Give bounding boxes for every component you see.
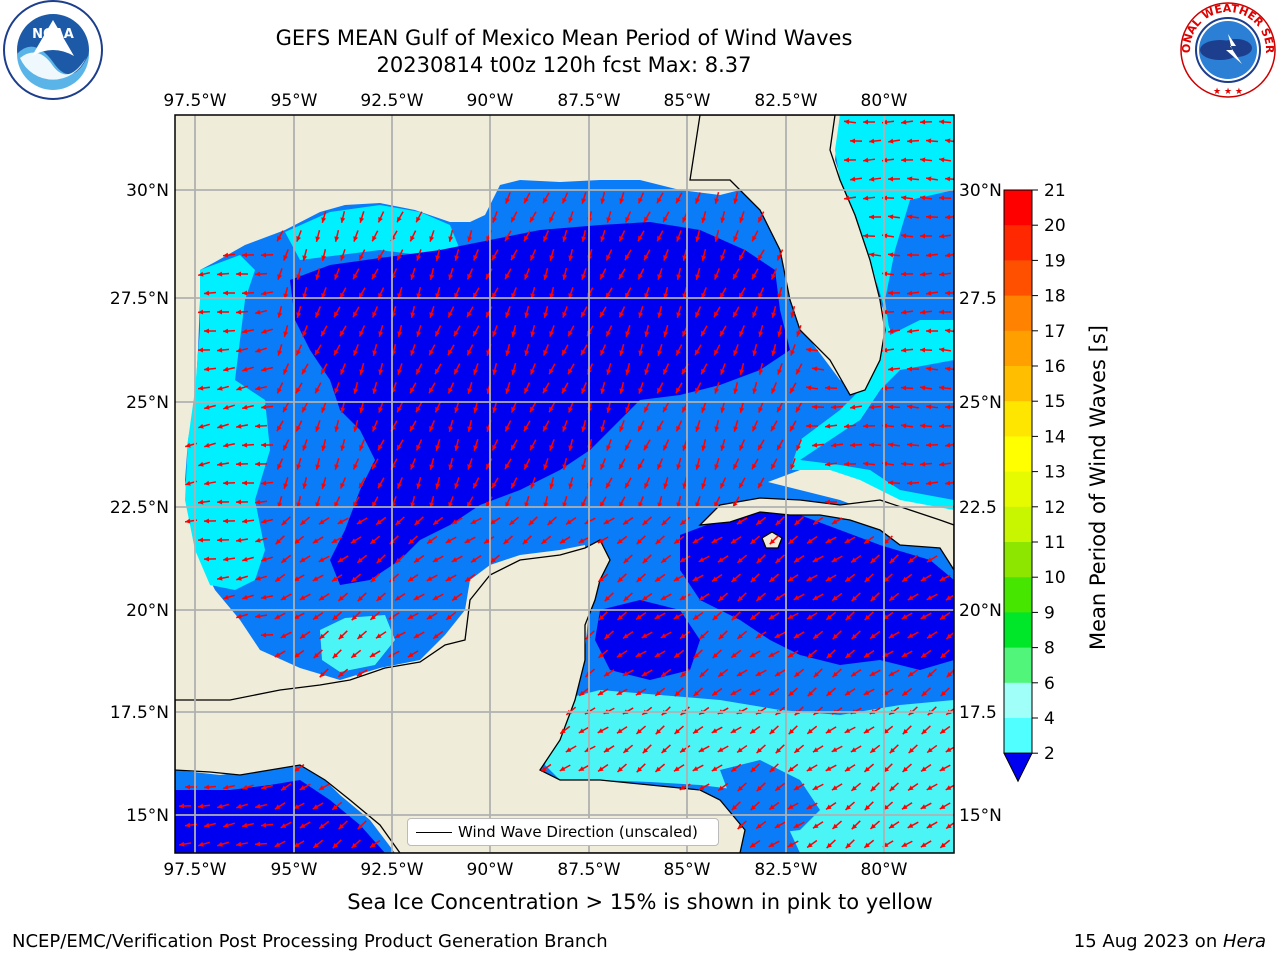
colorbar-tick: 11	[1044, 533, 1066, 553]
lat-tick-left: 15°N	[126, 806, 169, 826]
map-legend: Wind Wave Direction (unscaled)	[407, 818, 719, 846]
sea-ice-note: Sea Ice Concentration > 15% is shown in …	[0, 890, 1280, 914]
svg-text:★ ★ ★: ★ ★ ★	[1213, 87, 1243, 97]
lat-tick-left: 17.5°N	[110, 703, 169, 723]
cuba-land	[698, 497, 954, 572]
campeche-shallow	[320, 615, 395, 672]
sea-ice-note-text: Sea Ice Concentration > 15% is shown in …	[347, 890, 933, 914]
colorbar-tick: 18	[1044, 287, 1066, 307]
colorbar-segment	[1004, 190, 1032, 226]
footer-date: 15 Aug 2023 on Hera	[1074, 931, 1266, 952]
wind-wave-arrows	[178, 119, 954, 849]
noaa-logo-icon: NOAA	[3, 0, 103, 100]
colorbar-segment	[1004, 260, 1032, 297]
deep-interior	[290, 222, 790, 585]
colorbar-segment	[1004, 612, 1032, 649]
lat-tick-right: 20°N	[959, 601, 1002, 621]
lon-tick-top: 95°W	[271, 91, 318, 111]
lat-tick-right: 27.5	[959, 289, 997, 309]
map-gridlines	[175, 115, 954, 853]
lat-tick-left: 30°N	[126, 181, 169, 201]
colorbar: 21 20 19 18 17 16 15 14 13 12 11 10 9 8 6 4 2	[1003, 181, 1066, 783]
lat-tick-right: 30°N	[959, 181, 1002, 201]
lon-tick-bottom: 95°W	[271, 860, 318, 880]
colorbar-segment	[1004, 295, 1032, 332]
footer-date-text: 15 Aug 2023 on	[1073, 931, 1223, 952]
colorbar-segment	[1004, 718, 1032, 754]
lon-tick-bottom: 80°W	[861, 860, 908, 880]
lon-tick-top: 80°W	[861, 91, 908, 111]
colorbar-tick: 6	[1044, 674, 1055, 694]
footer-host: Hera	[1222, 931, 1266, 952]
legend-label: Wind Wave Direction (unscaled)	[458, 823, 698, 841]
colorbar-tick: 14	[1044, 427, 1066, 447]
colorbar-segment	[1004, 225, 1032, 261]
lon-tick-top: 82.5°W	[754, 91, 817, 111]
lat-tick-left: 25°N	[126, 393, 169, 413]
lon-tick-bottom: 97.5°W	[163, 860, 226, 880]
lon-tick-bottom: 85°W	[664, 860, 711, 880]
colorbar-segment	[1004, 577, 1032, 613]
chart-subtitle: 20230814 t00z 120h fcst Max: 8.37	[376, 53, 752, 77]
colorbar-segment	[1004, 506, 1032, 543]
colorbar-tick: 8	[1044, 639, 1055, 659]
colorbar-tick: 4	[1044, 709, 1055, 729]
florida-land	[689, 115, 886, 396]
colorbar-segment	[1004, 401, 1032, 437]
lat-tick-left: 22.5°N	[110, 498, 169, 518]
colorbar-segment	[1004, 471, 1032, 508]
colorbar-label: Mean Period of Wind Waves [s]	[1086, 325, 1110, 650]
lon-tick-top: 97.5°W	[163, 91, 226, 111]
shallow-rim-north	[285, 205, 460, 260]
lon-tick-top: 90°W	[467, 91, 514, 111]
caribbean-deep-2	[595, 600, 700, 680]
yucatan-land	[175, 539, 746, 853]
colorbar-tick: 17	[1044, 322, 1066, 342]
lat-tick-left: 20°N	[126, 601, 169, 621]
colorbar-segment	[1004, 366, 1032, 402]
footer-credit: NCEP/EMC/Verification Post Processing Pr…	[12, 931, 608, 952]
colorbar-tick: 2	[1044, 744, 1055, 764]
lat-tick-right: 17.5	[959, 703, 997, 723]
caribbean-deep	[680, 510, 954, 670]
pacific-deep	[175, 780, 385, 853]
legend-line-sample	[416, 832, 452, 833]
lon-tick-bottom: 87.5°W	[557, 860, 620, 880]
lon-tick-bottom: 90°W	[467, 860, 514, 880]
map-frame	[174, 114, 955, 854]
colorbar-tick: 13	[1044, 463, 1066, 483]
lon-tick-top: 87.5°W	[557, 91, 620, 111]
lon-tick-top: 92.5°W	[360, 91, 423, 111]
colorbar-tick: 16	[1044, 357, 1066, 377]
colorbar-segment	[1004, 436, 1032, 473]
colorbar-tick: 21	[1044, 181, 1066, 201]
lat-tick-right: 22.5	[959, 498, 997, 518]
lat-tick-right: 15°N	[959, 806, 1002, 826]
colorbar-extend-arrow	[1003, 752, 1033, 783]
nws-logo-icon: NATIONAL WEATHER SERVICE ★ ★ ★	[1176, 0, 1276, 98]
atlantic-shallow	[790, 115, 954, 510]
caribbean-mid-south	[720, 760, 820, 835]
colorbar-segment	[1004, 330, 1032, 367]
colorbar-tick: 9	[1044, 603, 1055, 623]
lon-tick-top: 85°W	[664, 91, 711, 111]
colorbar-tick: 15	[1044, 392, 1066, 412]
lat-tick-right: 25°N	[959, 393, 1002, 413]
chart-title: GEFS MEAN Gulf of Mexico Mean Period of …	[275, 26, 853, 50]
colorbar-tick: 10	[1044, 568, 1066, 588]
lon-tick-bottom: 92.5°W	[360, 860, 423, 880]
colorbar-segment	[1004, 682, 1032, 719]
lon-tick-bottom: 82.5°W	[754, 860, 817, 880]
atlantic-water	[800, 115, 954, 500]
noaa-logo-text: NOAA	[32, 27, 74, 42]
colorbar-segment	[1004, 647, 1032, 684]
lat-tick-left: 27.5°N	[110, 289, 169, 309]
colorbar-segment	[1004, 542, 1032, 578]
colorbar-tick: 20	[1044, 216, 1066, 236]
colorbar-tick: 12	[1044, 498, 1066, 518]
colorbar-tick: 19	[1044, 251, 1066, 271]
